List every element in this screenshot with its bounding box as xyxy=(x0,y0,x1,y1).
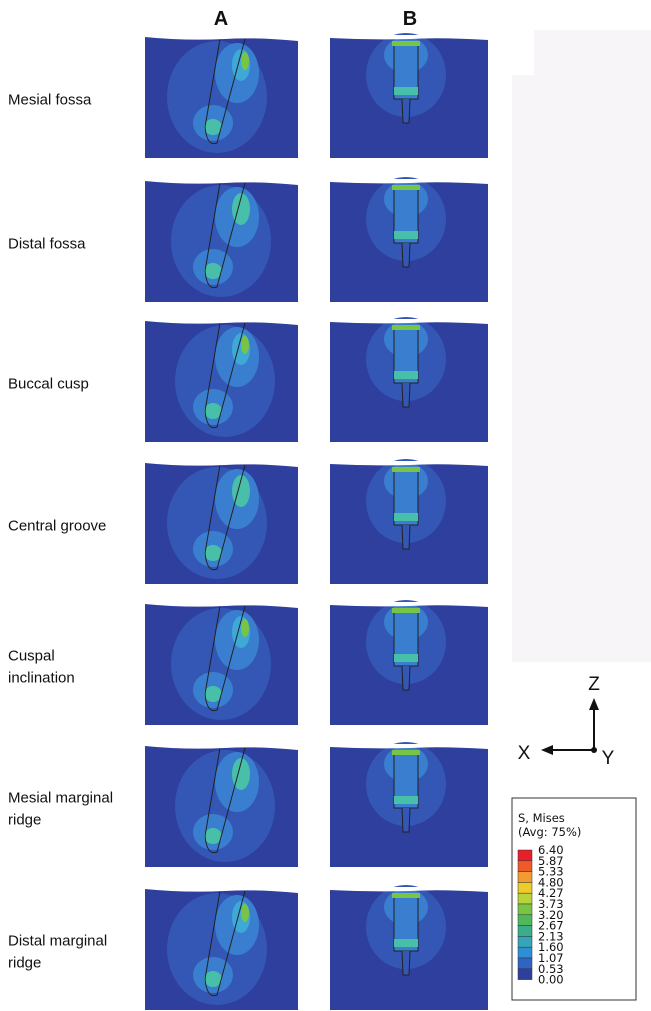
legend-swatch xyxy=(518,926,532,937)
stress-band xyxy=(394,796,418,804)
row-label: Mesial marginal ridge xyxy=(8,790,113,829)
stress-map-a xyxy=(145,461,298,584)
arrow-head xyxy=(541,745,553,755)
stress-map-b xyxy=(330,459,488,584)
arrow-head xyxy=(589,698,599,710)
column-header: A xyxy=(214,8,228,30)
column-header: B xyxy=(403,8,417,30)
row-label: Buccal cusp xyxy=(8,376,89,393)
row-label-line: ridge xyxy=(8,955,41,972)
row-label-line: Cuspal xyxy=(8,648,55,665)
axis-label: X xyxy=(518,743,531,764)
stress-map-a xyxy=(145,744,298,867)
stress-map-b xyxy=(330,33,488,158)
stress-band xyxy=(392,893,420,898)
row-label-line: inclination xyxy=(8,670,75,687)
implant-tip xyxy=(402,383,410,407)
stress-band xyxy=(392,467,420,472)
legend-swatch xyxy=(518,947,532,958)
axis-triad xyxy=(541,698,599,755)
legend-swatch xyxy=(518,915,532,926)
stress-band xyxy=(392,608,420,613)
stress-map-b xyxy=(330,742,488,867)
stress-band xyxy=(392,41,420,46)
stress-band xyxy=(394,371,418,379)
legend-swatch xyxy=(518,958,532,969)
background-notch xyxy=(512,30,534,75)
legend-swatch xyxy=(518,872,532,883)
row-label-line: Central groove xyxy=(8,518,106,535)
stress-map-a xyxy=(145,35,298,158)
row-label-line: Mesial fossa xyxy=(8,92,92,109)
stress-map-a xyxy=(145,319,298,442)
stress-map-a xyxy=(145,602,298,725)
implant-tip xyxy=(402,525,410,549)
row-label: Distal fossa xyxy=(8,236,86,253)
background-band xyxy=(512,30,651,662)
implant-tip xyxy=(402,808,410,832)
row-label: Cuspal inclination xyxy=(8,648,75,687)
row-label-line: Mesial marginal xyxy=(8,790,113,807)
implant-tip xyxy=(402,99,410,123)
legend-swatch xyxy=(518,882,532,893)
stress-map-b xyxy=(330,177,488,302)
legend-level: 0.00 xyxy=(538,973,564,987)
row-label: Central groove xyxy=(8,518,106,535)
row-label: Distal marginal ridge xyxy=(8,933,107,972)
stress-band xyxy=(392,750,420,755)
stress-map-a xyxy=(145,887,298,1010)
axis-label: Z xyxy=(588,674,600,695)
row-label-line: Distal marginal xyxy=(8,933,107,950)
stress-spot xyxy=(241,336,249,354)
legend-swatch xyxy=(518,850,532,861)
stress-band xyxy=(394,513,418,521)
stress-map-b xyxy=(330,317,488,442)
stress-band xyxy=(394,939,418,947)
legend-subtitle: (Avg: 75%) xyxy=(518,825,581,839)
stress-spot xyxy=(241,904,249,922)
legend-swatch xyxy=(518,936,532,947)
origin xyxy=(591,747,597,753)
row-label-line: Distal fossa xyxy=(8,236,86,253)
legend-swatch xyxy=(518,969,532,980)
row-label: Mesial fossa xyxy=(8,92,92,109)
stress-band xyxy=(394,87,418,95)
legend-title: S, Mises xyxy=(518,811,565,825)
stress-band xyxy=(394,231,418,239)
legend-swatch xyxy=(518,893,532,904)
implant-tip xyxy=(402,243,410,267)
axis-label: Y xyxy=(602,748,615,769)
stress-band xyxy=(394,654,418,662)
stress-band xyxy=(392,325,420,330)
stress-map-b xyxy=(330,885,488,1010)
stress-band xyxy=(392,185,420,190)
legend-swatch xyxy=(518,861,532,872)
stress-map-b xyxy=(330,600,488,725)
figure: A B Z X Y S, Mises (Avg: 75%) Mesial fos… xyxy=(0,0,651,1011)
implant-tip xyxy=(402,951,410,975)
stress-spot xyxy=(241,619,249,637)
stress-spot xyxy=(241,52,249,70)
implant-tip xyxy=(402,666,410,690)
stress-map-a xyxy=(145,179,298,302)
row-label-line: Buccal cusp xyxy=(8,376,89,393)
row-label-line: ridge xyxy=(8,812,41,829)
legend-swatch xyxy=(518,904,532,915)
